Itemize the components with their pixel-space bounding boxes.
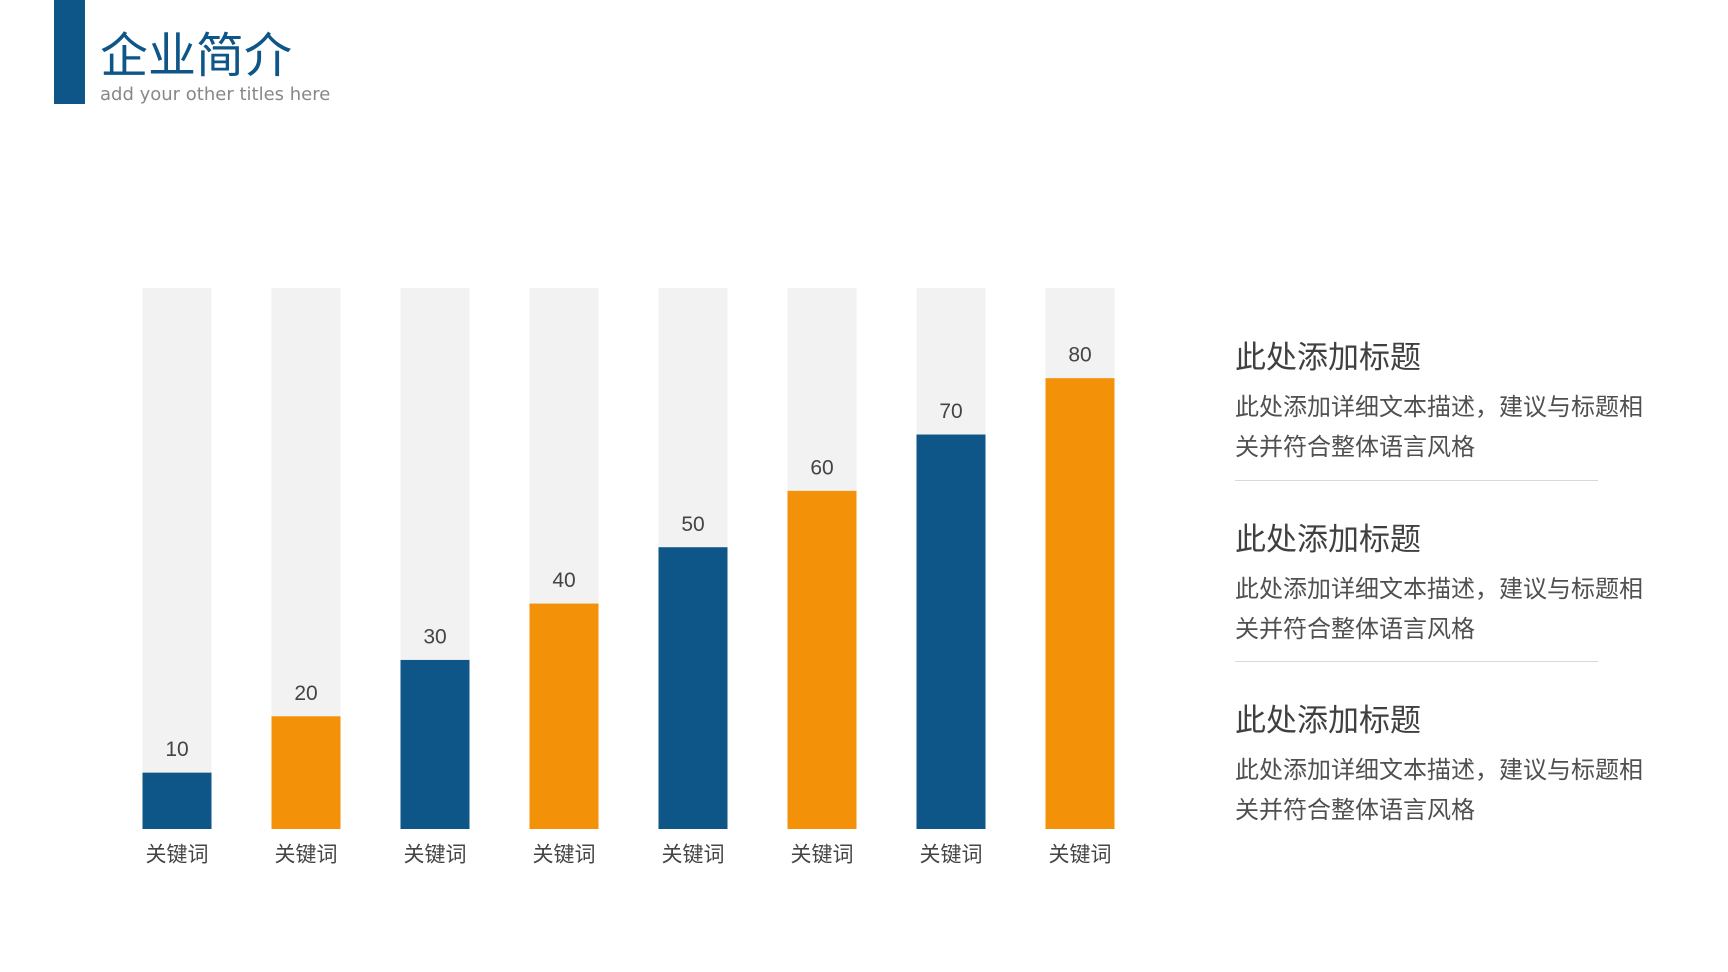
x-tick-label: 关键词 <box>404 844 467 867</box>
value-label: 80 <box>1068 344 1091 367</box>
header-accent <box>54 0 85 104</box>
bar <box>271 716 341 829</box>
x-tick-label: 关键词 <box>791 844 854 867</box>
divider <box>1235 480 1598 481</box>
bar <box>142 772 212 829</box>
page-subtitle: add your other titles here <box>100 84 331 105</box>
value-label: 30 <box>423 625 446 648</box>
text-block: 此处添加标题 此处添加详细文本描述，建议与标题相关并符合整体语言风格 <box>1235 522 1643 649</box>
bar <box>400 659 470 829</box>
chart: 10 关键词 20 关键词 30 关键词 40 关键词 50 关键词 60 关键词 70 关键词 80 关键词 <box>142 288 1115 867</box>
value-label: 10 <box>165 738 188 761</box>
item-text: 此处添加详细文本描述，建议与标题相关并符合整体语言风格 <box>1235 756 1643 825</box>
text-block: 此处添加标题 此处添加详细文本描述，建议与标题相关并符合整体语言风格 <box>1235 703 1643 830</box>
value-label: 70 <box>939 400 962 423</box>
x-tick-label: 关键词 <box>533 844 596 867</box>
value-label: 20 <box>294 682 317 705</box>
x-tick-label: 关键词 <box>1049 844 1112 867</box>
bar <box>1045 378 1115 829</box>
item-text: 此处添加详细文本描述，建议与标题相关并符合整体语言风格 <box>1235 575 1643 644</box>
x-tick-label: 关键词 <box>275 844 338 867</box>
x-tick-label: 关键词 <box>920 844 983 867</box>
item-title: 此处添加标题 <box>1235 703 1421 739</box>
bar <box>658 547 728 829</box>
value-label: 50 <box>681 513 704 536</box>
divider <box>1235 661 1598 662</box>
value-label: 40 <box>552 569 575 592</box>
bar <box>529 603 599 829</box>
value-label: 60 <box>810 456 833 479</box>
item-title: 此处添加标题 <box>1235 522 1421 558</box>
x-tick-label: 关键词 <box>146 844 209 867</box>
bar <box>916 434 986 829</box>
bar <box>787 490 857 829</box>
item-title: 此处添加标题 <box>1235 340 1421 376</box>
page-title: 企业简介 <box>100 28 293 84</box>
item-text: 此处添加详细文本描述，建议与标题相关并符合整体语言风格 <box>1235 393 1643 462</box>
bar-track <box>142 288 212 829</box>
text-block: 此处添加标题 此处添加详细文本描述，建议与标题相关并符合整体语言风格 <box>1235 340 1643 467</box>
x-tick-label: 关键词 <box>662 844 725 867</box>
